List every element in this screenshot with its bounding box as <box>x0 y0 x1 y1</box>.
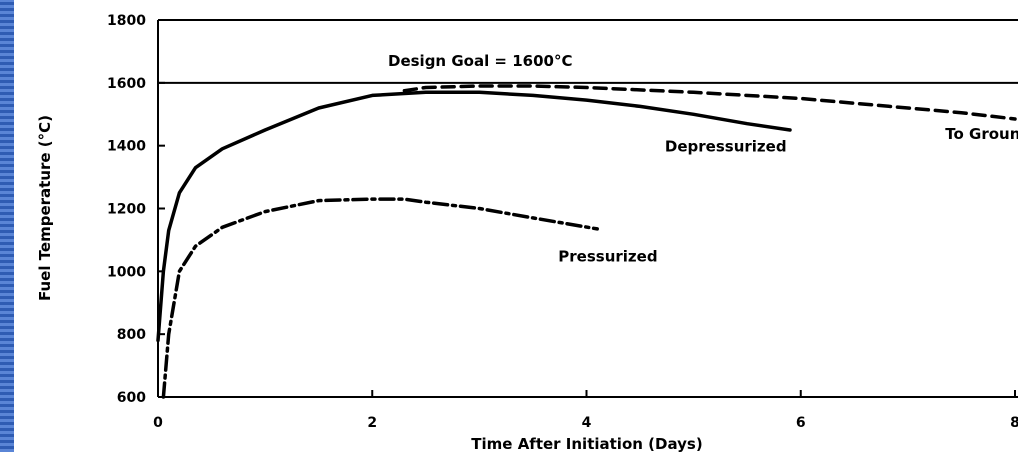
y-tick-label: 1800 <box>107 13 146 29</box>
x-tick-label: 8 <box>1010 415 1018 431</box>
annotation-to-ground: To Ground <box>945 125 1018 143</box>
x-tick-label: 2 <box>367 415 377 431</box>
y-axis-label: Fuel Temperature (°C) <box>36 115 54 301</box>
series-lines <box>156 84 1017 399</box>
design-goal-layer: Design Goal = 1600°C <box>158 52 1018 84</box>
annotation-pressurized: Pressurized <box>558 248 657 266</box>
series-to-ground-line <box>402 84 1017 121</box>
series-depressurized-line <box>156 90 792 343</box>
y-tick-label: 1400 <box>107 139 146 155</box>
y-tick-label: 1200 <box>107 202 146 218</box>
x-tick-label: 0 <box>153 415 163 431</box>
x-tick-label: 6 <box>796 415 806 431</box>
y-tick-label: 600 <box>117 390 146 406</box>
x-tick-label: 4 <box>582 415 592 431</box>
x-axis-label: Time After Initiation (Days) <box>471 435 702 452</box>
y-tick-label: 1600 <box>107 76 146 92</box>
chart-panel <box>14 0 1018 452</box>
axis-ticks: 600 800 1000 1200 1400 1600 1800 0 2 4 6 8 <box>107 13 1018 431</box>
left-edge-stripe <box>0 0 14 452</box>
y-tick-label: 1000 <box>107 264 146 280</box>
annotation-depressurized: Depressurized <box>665 138 787 156</box>
design-goal-label: Design Goal = 1600°C <box>388 52 572 70</box>
series-pressurized-line <box>161 197 599 399</box>
series-annotations: Depressurized To Ground Pressurized <box>558 125 1018 266</box>
y-tick-label: 800 <box>117 327 146 343</box>
